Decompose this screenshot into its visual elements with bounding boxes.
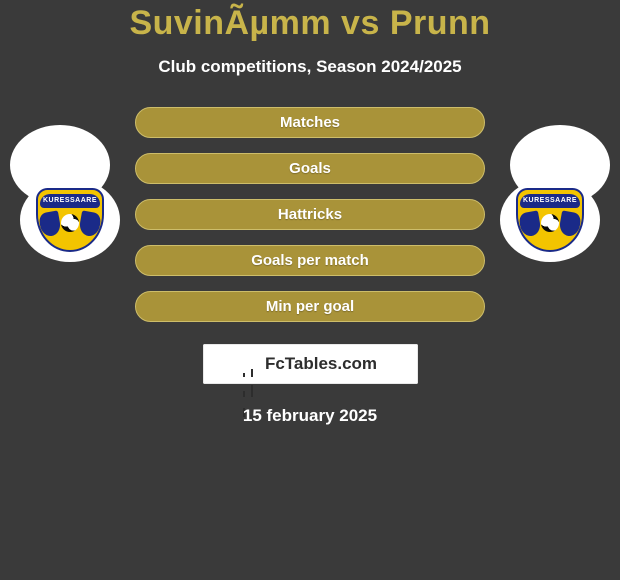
stat-pill-min-per-goal: Min per goal <box>135 291 485 322</box>
stat-label: Goals <box>289 160 331 177</box>
stat-pill-matches: Matches <box>135 107 485 138</box>
player-left-club-crest: KURESSAARE <box>20 178 120 262</box>
crest-text: KURESSAARE <box>520 194 580 208</box>
player-right-club-crest: KURESSAARE <box>500 178 600 262</box>
page-title: SuvinÃµmm vs Prunn <box>0 4 620 43</box>
bar-chart-icon <box>243 357 261 371</box>
comparison-card: SuvinÃµmm vs Prunn Club competitions, Se… <box>0 0 620 580</box>
crest-text: KURESSAARE <box>40 194 100 208</box>
stat-pill-hattricks: Hattricks <box>135 199 485 230</box>
stat-label: Goals per match <box>251 252 369 269</box>
stat-label: Min per goal <box>266 298 354 315</box>
brand-text: FcTables.com <box>265 354 377 374</box>
stat-pill-goals: Goals <box>135 153 485 184</box>
club-crest-icon: KURESSAARE <box>30 184 110 256</box>
subtitle: Club competitions, Season 2024/2025 <box>0 57 620 77</box>
stat-pill-goals-per-match: Goals per match <box>135 245 485 276</box>
stat-label: Matches <box>280 114 340 131</box>
stat-label: Hattricks <box>278 206 342 223</box>
brand-badge[interactable]: FcTables.com <box>203 344 418 384</box>
date-label: 15 february 2025 <box>0 406 620 426</box>
club-crest-icon: KURESSAARE <box>510 184 590 256</box>
